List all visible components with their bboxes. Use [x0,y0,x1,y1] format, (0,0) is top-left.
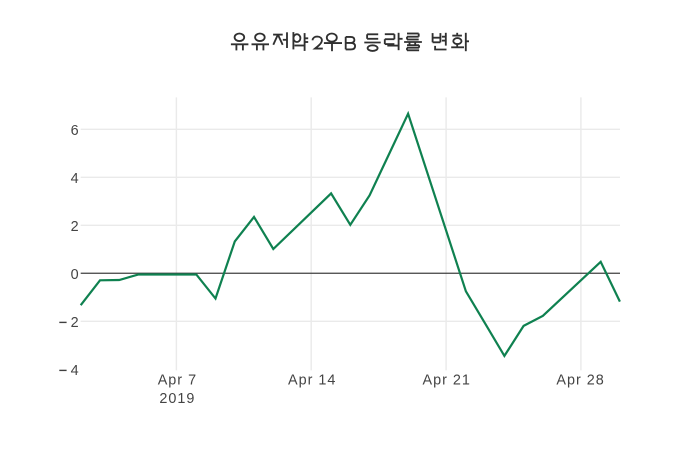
svg-text:6: 6 [71,123,79,139]
svg-text:Apr 21: Apr 21 [422,373,470,389]
svg-text:4: 4 [71,171,79,187]
svg-text:2: 2 [71,315,79,331]
svg-text:4: 4 [71,363,79,379]
svg-text:Apr 28: Apr 28 [556,373,604,389]
svg-text:Apr 7: Apr 7 [158,373,197,389]
svg-text:Apr 14: Apr 14 [288,373,336,389]
svg-text:2: 2 [71,219,79,235]
svg-text:2019: 2019 [159,391,195,407]
svg-text:0: 0 [71,267,79,283]
